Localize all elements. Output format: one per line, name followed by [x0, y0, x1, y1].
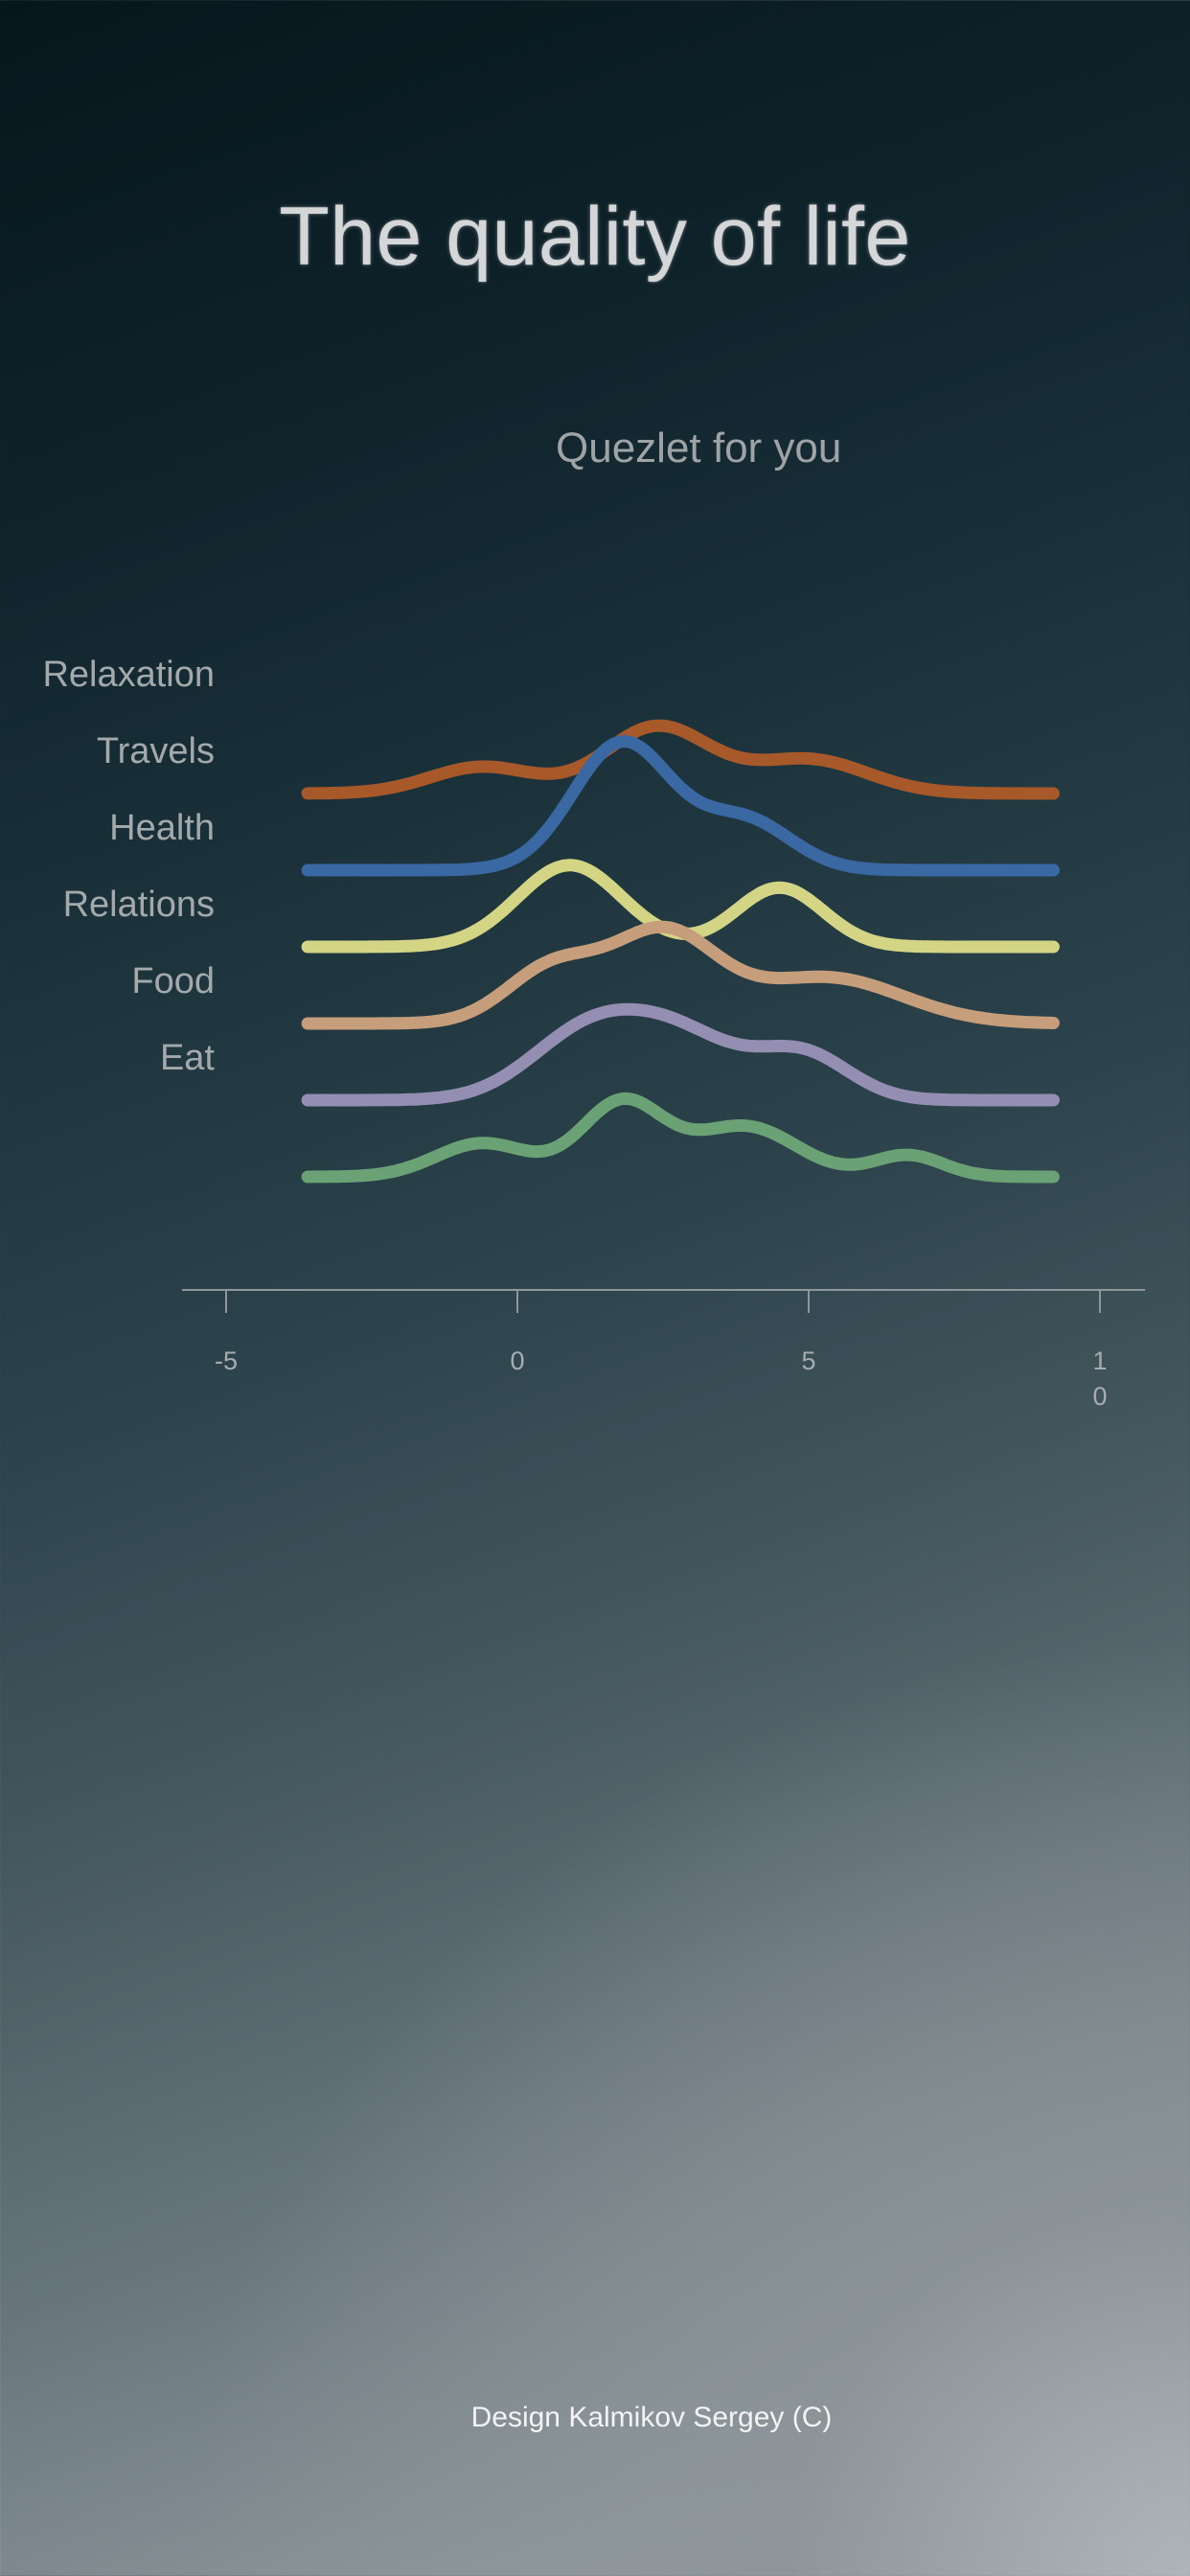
ridges-layer	[301, 719, 1060, 1184]
footer-credit: Design Kalmikov Sergey (C)	[470, 2402, 833, 2433]
row-labels-layer: Relaxation Travels Health Relations Food Eat	[42, 655, 215, 1078]
row-label-relations: Relations	[63, 885, 215, 925]
row-label-travels: Travels	[97, 731, 215, 771]
row-label-food: Food	[131, 961, 215, 1001]
chart-subtitle: Quezlet for you	[556, 425, 842, 472]
row-label-relaxation: Relaxation	[42, 655, 215, 695]
x-axis: -5 0 5 1 0	[182, 1289, 1145, 1411]
x-tick-label-5: 5	[801, 1346, 815, 1375]
ridge-food	[301, 1002, 1060, 1107]
row-label-health: Health	[109, 808, 215, 848]
ridge-eat	[301, 1092, 1060, 1184]
ridge-relaxation	[301, 719, 1060, 800]
ridge-travels	[301, 735, 1060, 877]
row-label-eat: Eat	[160, 1038, 215, 1078]
ridge-relations	[301, 920, 1060, 1030]
x-tick-label-0: 0	[510, 1346, 524, 1375]
x-tick-label--5: -5	[215, 1346, 238, 1375]
page-title: The quality of life	[279, 191, 911, 283]
